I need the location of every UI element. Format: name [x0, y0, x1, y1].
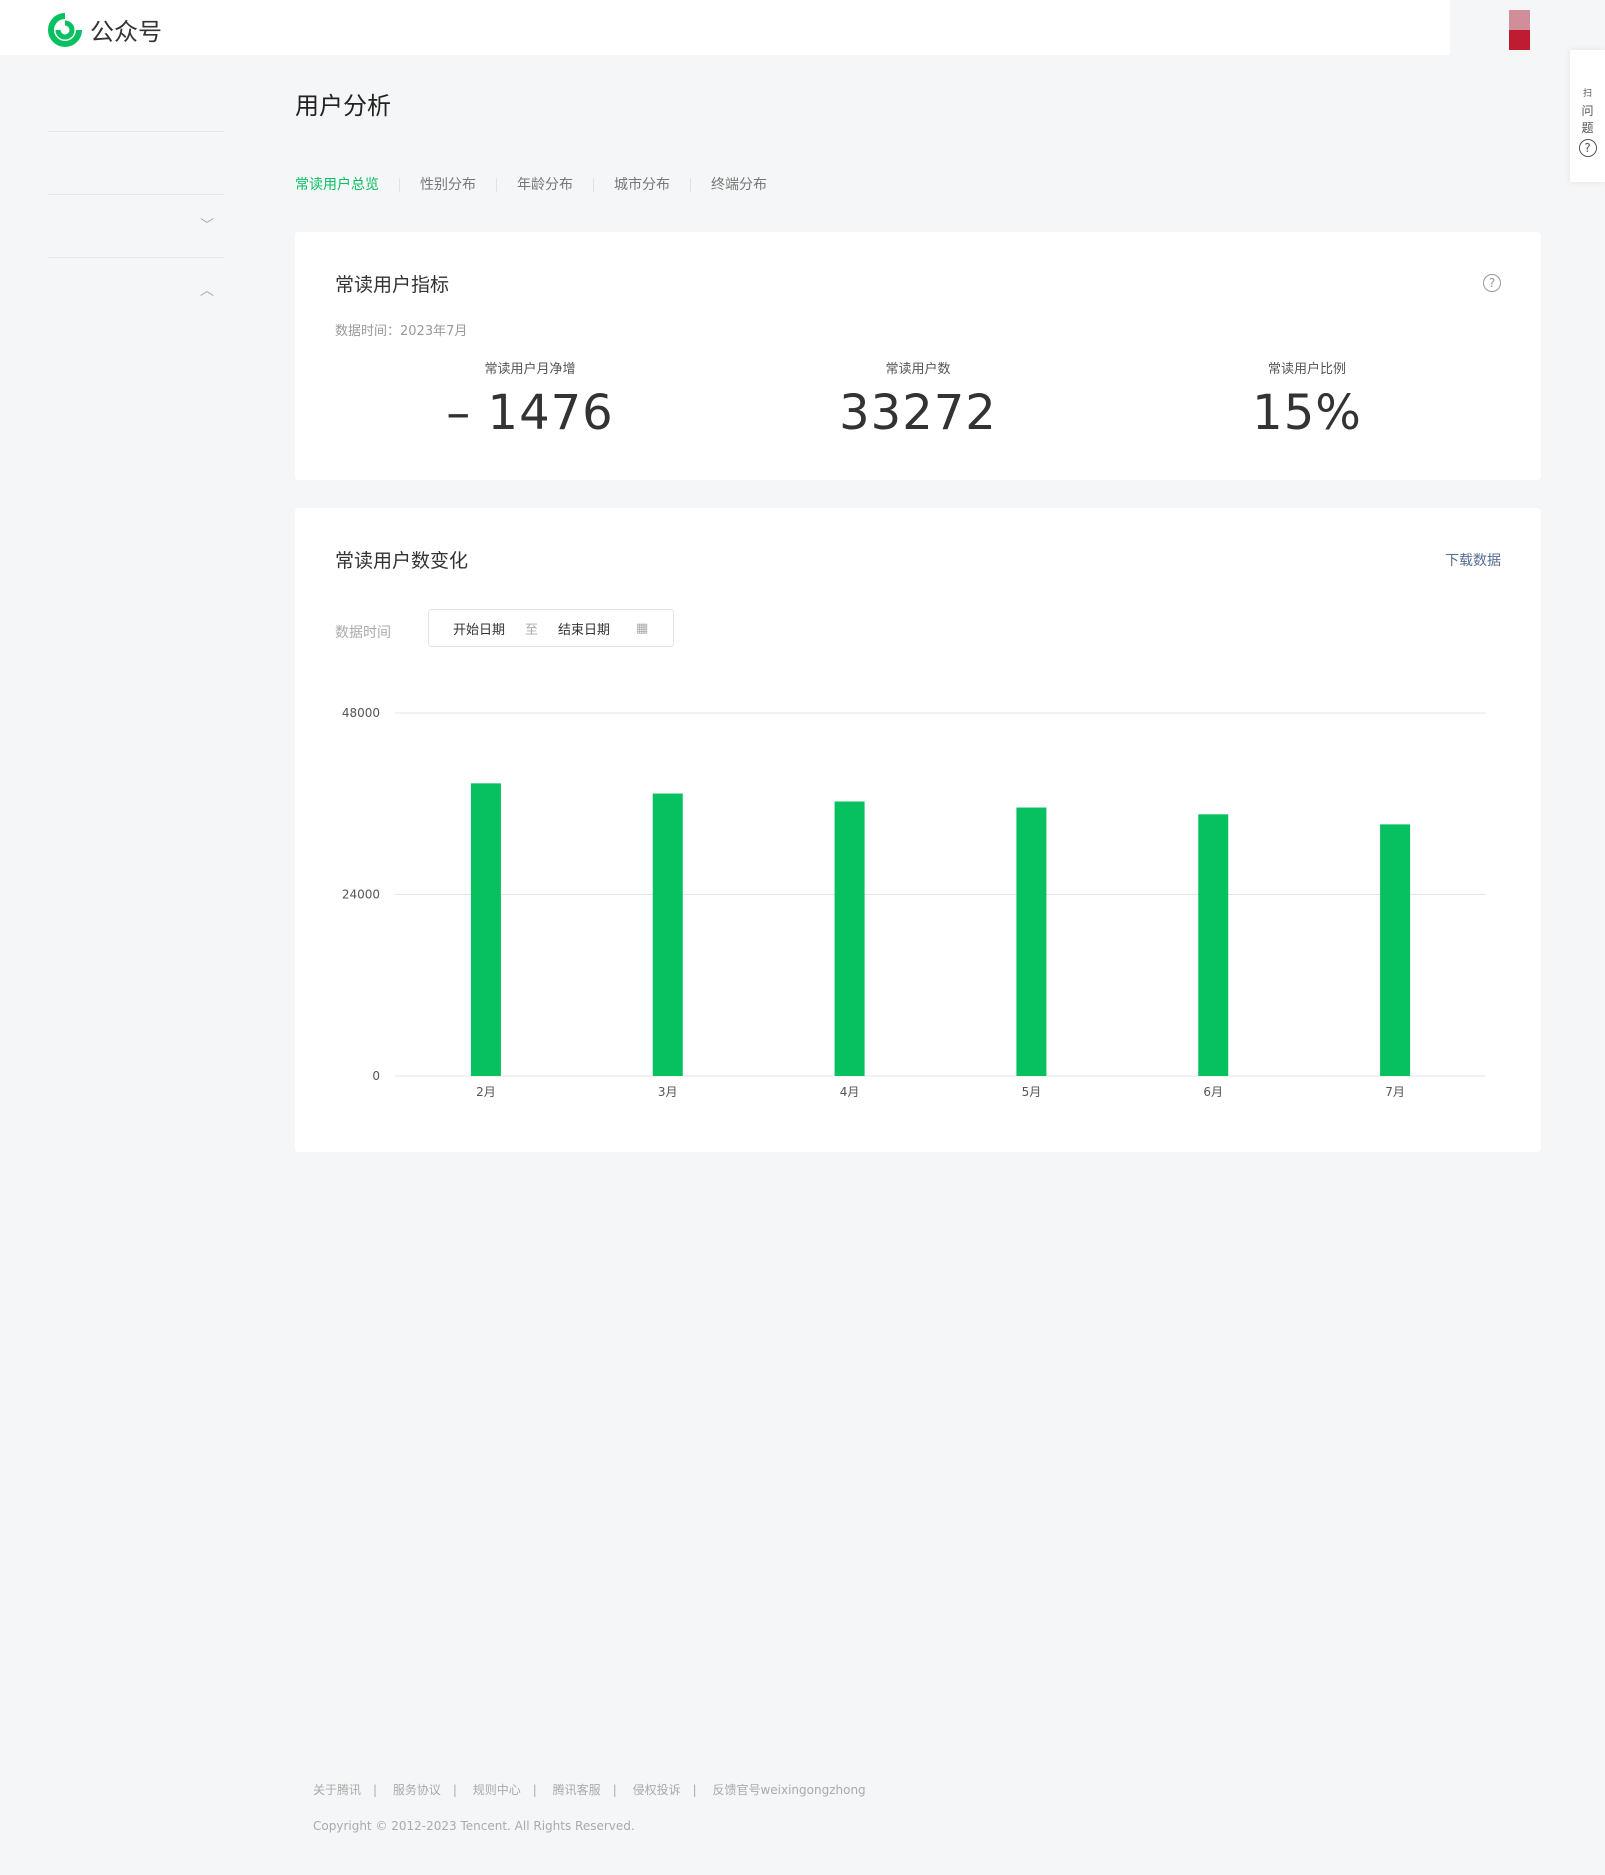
- metrics-card: 常读用户指标 ? 数据时间：2023年7月 常读用户月净增 – 1476 常读用…: [295, 232, 1541, 480]
- x-tick-label: 5月: [1022, 1085, 1042, 1099]
- metric-label: 常读用户数: [885, 362, 951, 377]
- sidebar-divider: [48, 257, 224, 258]
- bar: [1380, 824, 1411, 1076]
- help-icon[interactable]: ?: [1483, 274, 1501, 292]
- metric-value: 15%: [1252, 385, 1362, 441]
- end-date-input[interactable]: 结束日期: [558, 622, 611, 638]
- x-tick-label: 4月: [840, 1085, 860, 1099]
- x-tick-label: 3月: [658, 1085, 678, 1099]
- copyright: Copyright © 2012-2023 Tencent. All Right…: [313, 1819, 635, 1833]
- download-data-link[interactable]: 下载数据: [1445, 553, 1501, 569]
- date-range-picker[interactable]: 开始日期 至 结束日期 ▦: [428, 609, 674, 647]
- footer-link[interactable]: 侵权投诉: [632, 1783, 681, 1797]
- help-char: 扫: [1582, 89, 1592, 99]
- metric-label: 常读用户月净增: [484, 362, 576, 377]
- bar: [1198, 814, 1229, 1076]
- bar: [470, 783, 501, 1076]
- y-tick-label: 48000: [342, 706, 380, 720]
- tab-city[interactable]: 城市分布: [593, 178, 690, 192]
- logo[interactable]: 公众号: [48, 12, 162, 47]
- footer-link[interactable]: 服务协议: [392, 1783, 441, 1797]
- metric-ratio: 常读用户比例 15%: [1157, 358, 1457, 441]
- top-bar: [0, 0, 1450, 55]
- bar: [652, 793, 683, 1076]
- card-title: 常读用户指标: [335, 274, 450, 296]
- help-panel[interactable]: 扫 问 题 ?: [1570, 50, 1605, 182]
- tab-device[interactable]: 终端分布: [690, 178, 787, 192]
- footer-links: 关于腾讯 | 服务协议 | 规则中心 | 腾讯客服 | 侵权投诉 | 反馈官号weixin…: [313, 1783, 866, 1797]
- y-tick-label: 0: [372, 1069, 380, 1083]
- wechat-mp-logo-icon: [48, 12, 82, 47]
- help-char: 题: [1581, 121, 1594, 135]
- footer-link[interactable]: 腾讯客服: [552, 1783, 601, 1797]
- start-date-input[interactable]: 开始日期: [453, 622, 506, 638]
- metric-value: – 1476: [446, 385, 614, 441]
- tab-age[interactable]: 年龄分布: [496, 178, 593, 192]
- chevron-down-icon[interactable]: ﹀: [200, 218, 214, 234]
- bar-chart: 0 24000 48000 2月 3月 4月 5月 6月 7月: [342, 706, 1486, 1099]
- help-char: 问: [1581, 104, 1594, 118]
- data-time: 数据时间：2023年7月: [335, 324, 468, 339]
- x-tick-label: 7月: [1385, 1085, 1405, 1099]
- bar: [834, 801, 865, 1076]
- chevron-up-icon[interactable]: ︿: [200, 283, 214, 299]
- metric-user-count: 常读用户数 33272: [768, 358, 1068, 441]
- tab-bar: 常读用户总览 性别分布 年龄分布 城市分布 终端分布: [295, 178, 787, 192]
- bar: [1016, 807, 1047, 1076]
- logo-text: 公众号: [90, 18, 162, 46]
- question-icon: ?: [1578, 139, 1597, 157]
- card-title: 常读用户数变化: [335, 550, 469, 572]
- y-tick-label: 24000: [342, 888, 380, 902]
- footer-link[interactable]: 规则中心: [472, 1783, 521, 1797]
- tab-gender[interactable]: 性别分布: [399, 178, 496, 192]
- range-separator: 至: [525, 622, 539, 638]
- date-label: 数据时间: [335, 625, 391, 641]
- metric-net-growth: 常读用户月净增 – 1476: [380, 358, 680, 441]
- sidebar-divider: [48, 194, 224, 195]
- sidebar-divider: [48, 131, 224, 132]
- x-tick-label: 2月: [476, 1085, 496, 1099]
- trend-card: 常读用户数变化 下载数据 数据时间 开始日期 至 结束日期 ▦: [295, 508, 1541, 1152]
- footer-link[interactable]: 关于腾讯: [313, 1783, 362, 1797]
- footer-link[interactable]: 反馈官号weixingongzhong: [712, 1783, 866, 1797]
- x-tick-label: 6月: [1203, 1085, 1223, 1099]
- page-title: 用户分析: [295, 92, 391, 120]
- notification-badge[interactable]: [1509, 10, 1530, 50]
- calendar-icon[interactable]: ▦: [636, 620, 649, 636]
- metric-label: 常读用户比例: [1267, 362, 1346, 377]
- metric-value: 33272: [839, 385, 997, 441]
- tab-overview[interactable]: 常读用户总览: [295, 177, 379, 193]
